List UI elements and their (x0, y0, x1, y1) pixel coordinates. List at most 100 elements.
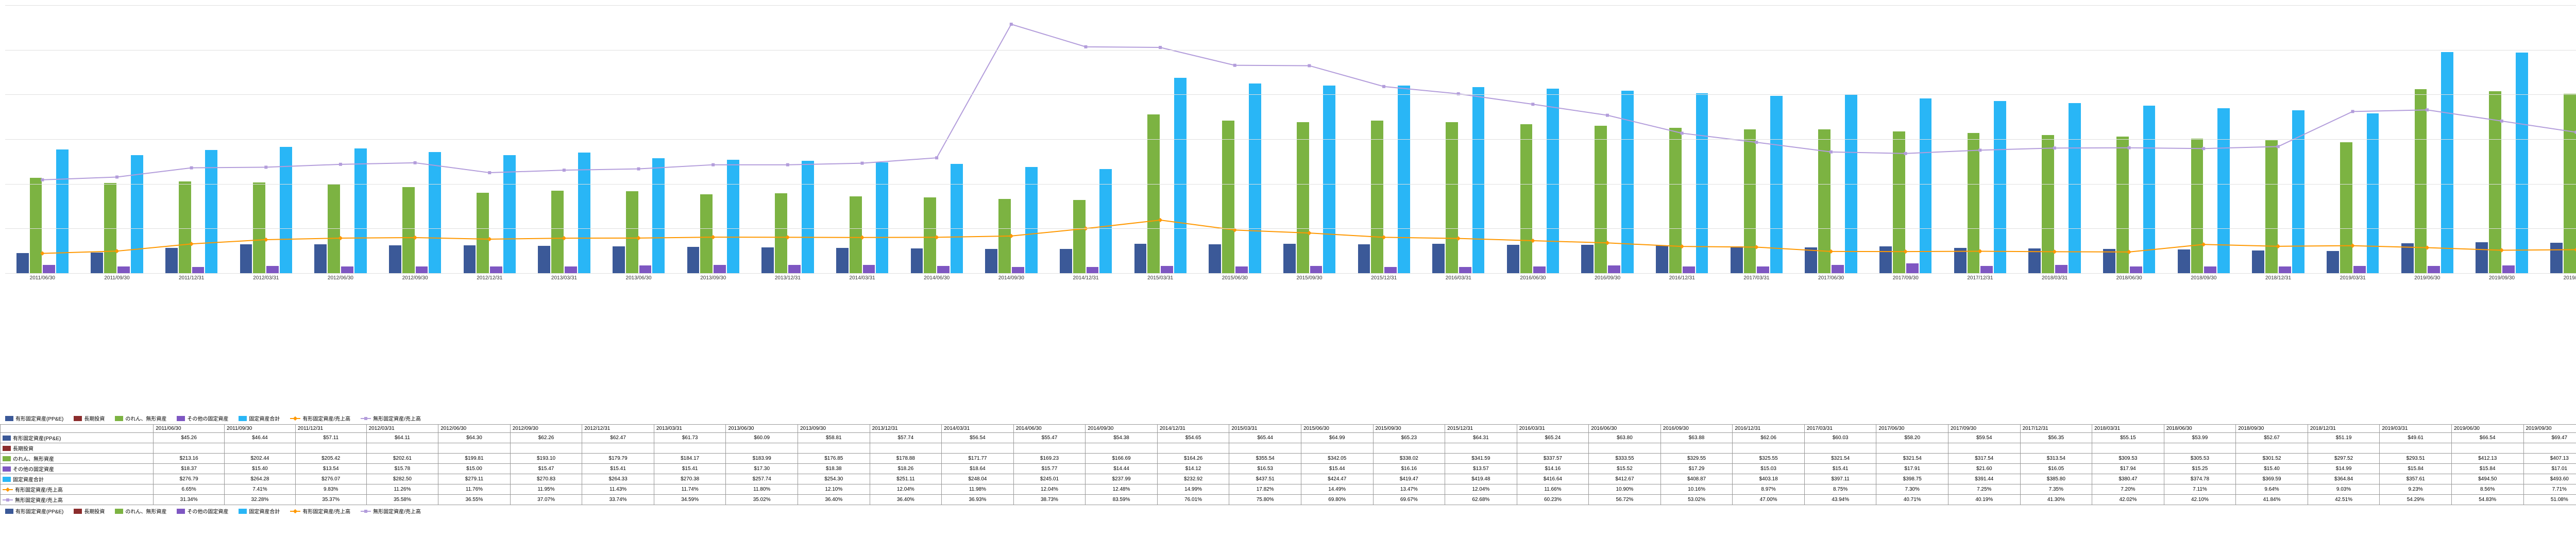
cell: $15.47 (510, 464, 582, 474)
cell: $248.04 (942, 474, 1014, 484)
bar-goodwill (1669, 128, 1682, 273)
cell: 36.55% (438, 495, 511, 505)
cell (1157, 443, 1229, 454)
cell: $54.38 (1086, 433, 1158, 443)
cell: $18.37 (154, 464, 225, 474)
bar-total (578, 153, 590, 273)
cell: $18.26 (870, 464, 942, 474)
cell: $51.19 (2308, 433, 2380, 443)
bar-other (1980, 266, 1993, 273)
bar-ppe (240, 244, 252, 273)
bar-ppe (1432, 244, 1445, 273)
col-header: 2016/03/31 (1517, 425, 1589, 433)
bar-ppe (2476, 242, 2488, 273)
cell: 41.30% (2020, 495, 2092, 505)
x-axis-label: 2015/03/31 (1123, 273, 1198, 281)
bar-other (1757, 266, 1769, 273)
row-header: 有形固定資産/売上高 (1, 484, 154, 495)
bar-total (1770, 96, 1783, 273)
bar-other (266, 266, 279, 273)
bar-goodwill (253, 182, 265, 273)
col-header: 2018/03/31 (2092, 425, 2164, 433)
bar-goodwill (1073, 200, 1086, 273)
row-header: のれん、無形資産 (1, 454, 154, 464)
cell (2523, 443, 2576, 454)
cell: $416.64 (1517, 474, 1589, 484)
bar-goodwill (775, 193, 787, 273)
cell: $15.41 (654, 464, 726, 474)
legend-other: その他の固定資産 (177, 414, 228, 422)
cell: 42.10% (2164, 495, 2236, 505)
bar-other (117, 266, 130, 273)
bar-other (1310, 266, 1323, 273)
col-header: 2011/06/30 (154, 425, 225, 433)
bar-total (876, 162, 888, 273)
cell: $337.57 (1517, 454, 1589, 464)
cell: $55.15 (2092, 433, 2164, 443)
bar-goodwill (30, 178, 42, 273)
cell (798, 443, 870, 454)
cell: $251.11 (870, 474, 942, 484)
bar-goodwill (1147, 114, 1160, 273)
bar-ppe (538, 246, 550, 273)
bar-ppe (2327, 251, 2339, 273)
table-row-other: その他の固定資産$18.37$15.40$13.54$15.78$15.00$1… (1, 464, 2576, 474)
cell: $374.78 (2164, 474, 2236, 484)
cell: $341.59 (1445, 454, 1517, 464)
cell: $56.35 (2020, 433, 2092, 443)
cell: $408.87 (1660, 474, 1733, 484)
bar-other (490, 266, 502, 273)
x-axis-label: 2019/03/31 (2315, 273, 2390, 281)
col-header: 2018/09/30 (2236, 425, 2308, 433)
cell: $369.59 (2236, 474, 2308, 484)
cell (510, 443, 582, 454)
cell: $494.50 (2451, 474, 2523, 484)
cell: $385.80 (2020, 474, 2092, 484)
cell: 11.26% (366, 484, 438, 495)
cell: 7.71% (2523, 484, 2576, 495)
col-header: 2012/12/31 (582, 425, 654, 433)
col-header: 2015/03/31 (1229, 425, 1301, 433)
bar-total (2516, 53, 2528, 273)
bar-ppe (1954, 248, 1967, 273)
cell: $301.52 (2236, 454, 2308, 464)
col-header: 2019/06/30 (2451, 425, 2523, 433)
bar-goodwill (700, 194, 713, 273)
cell (2236, 443, 2308, 454)
x-axis-label: 2013/09/30 (676, 273, 751, 281)
cell: $282.50 (366, 474, 438, 484)
bar-other (416, 266, 428, 273)
cell: $17.01 (2523, 464, 2576, 474)
x-axis-label: 2017/12/31 (1943, 273, 2018, 281)
plot-area: 2011/06/302011/09/302011/12/312012/03/31… (5, 5, 2576, 294)
bar-other (1459, 267, 1471, 273)
bar-other (639, 265, 652, 273)
cell: 35.37% (295, 495, 366, 505)
cell: 11.43% (582, 484, 654, 495)
cell: $58.20 (1876, 433, 1948, 443)
cell: $13.54 (295, 464, 366, 474)
cell: $69.47 (2523, 433, 2576, 443)
x-axis-label: 2018/03/31 (2018, 273, 2092, 281)
bar-other (2502, 265, 2515, 273)
bar-ppe (2103, 249, 2115, 273)
cell: $355.54 (1229, 454, 1301, 464)
bar-total (1174, 78, 1187, 273)
bar-total (652, 158, 665, 273)
cell (1804, 443, 1876, 454)
legend-total: 固定資産合計 (239, 414, 280, 422)
cell: $65.44 (1229, 433, 1301, 443)
cell (942, 443, 1014, 454)
legend-other: その他の固定資産 (177, 507, 228, 515)
cell: 12.48% (1086, 484, 1158, 495)
col-header: 2019/09/30 (2523, 425, 2576, 433)
cell: 7.20% (2092, 484, 2164, 495)
cell (225, 443, 296, 454)
cell (1517, 443, 1589, 454)
row-header: 有形固定資産(PP&E) (1, 433, 154, 443)
bar-total (1398, 86, 1410, 273)
bar-other (2279, 266, 2291, 273)
cell: $63.88 (1660, 433, 1733, 443)
cell: $14.44 (1086, 464, 1158, 474)
cell: 54.83% (2451, 495, 2523, 505)
